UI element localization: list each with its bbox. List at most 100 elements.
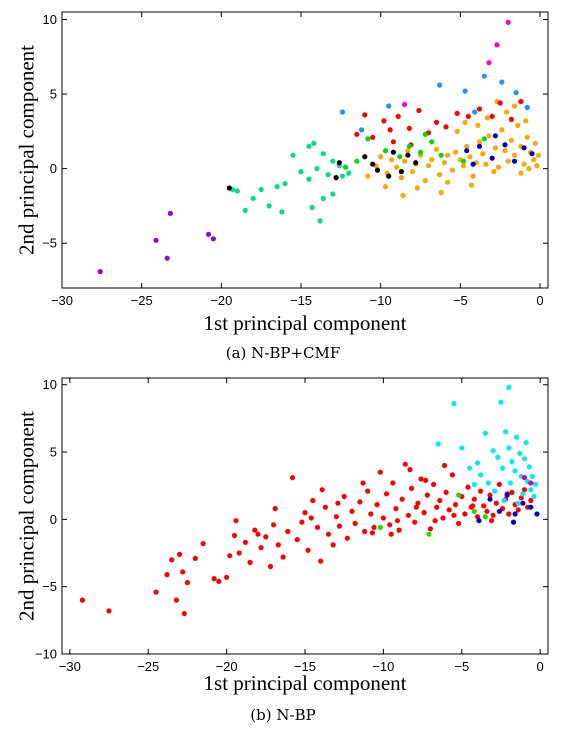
scatter-point bbox=[399, 496, 405, 502]
scatter-point bbox=[415, 500, 421, 506]
scatter-point bbox=[210, 236, 216, 242]
scatter-point bbox=[267, 563, 274, 570]
scatter-point bbox=[370, 134, 376, 140]
scatter-point bbox=[460, 158, 467, 164]
scatter-point bbox=[387, 522, 393, 528]
scatter-point bbox=[422, 131, 428, 137]
scatter-point bbox=[388, 531, 394, 537]
scatter-point bbox=[365, 136, 371, 142]
scatter-point bbox=[309, 204, 315, 210]
scatter-point bbox=[494, 42, 500, 48]
scatter-point bbox=[502, 142, 508, 148]
scatter-point bbox=[320, 151, 326, 157]
scatter-point bbox=[476, 518, 482, 524]
scatter-point bbox=[169, 557, 175, 563]
scatter-point bbox=[464, 148, 470, 154]
scatter-point bbox=[333, 514, 339, 520]
scatter-point bbox=[441, 160, 447, 166]
scatter-point bbox=[333, 175, 339, 181]
scatter-point bbox=[496, 508, 502, 514]
scatter-point bbox=[349, 508, 355, 514]
scatter-point bbox=[258, 545, 264, 551]
scatter-point bbox=[521, 145, 527, 151]
x-tick-label: −30 bbox=[59, 659, 81, 674]
scatter-point bbox=[512, 468, 518, 474]
scatter-point bbox=[211, 576, 217, 582]
scatter-point bbox=[344, 535, 350, 541]
scatter-point bbox=[459, 445, 465, 451]
scatter-point bbox=[534, 511, 540, 517]
scatter-point bbox=[456, 492, 462, 498]
scatter-point bbox=[308, 515, 314, 521]
scatter-point bbox=[282, 181, 288, 187]
scatter-point bbox=[503, 429, 509, 435]
scatter-point bbox=[490, 512, 496, 518]
scatter-point bbox=[443, 124, 449, 130]
scatter-point bbox=[274, 184, 280, 190]
scatter-point bbox=[400, 192, 406, 199]
scatter-point bbox=[335, 500, 341, 506]
scatter-point bbox=[528, 487, 534, 493]
scatter-point bbox=[467, 154, 473, 160]
scatter-point bbox=[255, 531, 261, 537]
scatter-point bbox=[465, 484, 471, 490]
scatter-point bbox=[460, 163, 467, 169]
scatter-point bbox=[502, 148, 508, 154]
scatter-point bbox=[497, 100, 503, 106]
scatter-point bbox=[498, 399, 504, 405]
scatter-point bbox=[421, 509, 427, 516]
scatter-point bbox=[386, 173, 392, 179]
scatter-point bbox=[471, 481, 477, 487]
scatter-point bbox=[493, 500, 499, 506]
scatter-point bbox=[468, 182, 475, 188]
plot-frame bbox=[61, 11, 549, 289]
scatter-point bbox=[451, 512, 457, 518]
scatter-point bbox=[486, 60, 492, 66]
scatter-point bbox=[181, 611, 187, 617]
scatter-point bbox=[532, 140, 538, 146]
scatter-point bbox=[508, 137, 514, 143]
scatter-point bbox=[505, 158, 511, 164]
scatter-point bbox=[242, 539, 248, 545]
scatter-point bbox=[474, 514, 481, 520]
scatter-point bbox=[481, 73, 487, 79]
scatter-point bbox=[489, 113, 495, 119]
scatter-point bbox=[330, 542, 336, 548]
scatter-point bbox=[454, 110, 460, 116]
scatter-point bbox=[499, 465, 506, 471]
scatter-point bbox=[377, 524, 383, 531]
x-tick-label: −10 bbox=[370, 293, 392, 308]
scatter-point bbox=[453, 149, 459, 155]
scatter-point bbox=[250, 195, 256, 202]
scatter-point bbox=[374, 167, 381, 173]
scatter-point bbox=[357, 499, 363, 505]
scatter-point bbox=[504, 109, 510, 115]
scatter-point bbox=[352, 520, 358, 527]
scatter-point bbox=[394, 518, 401, 524]
scatter-point bbox=[227, 553, 233, 559]
scatter-point bbox=[164, 572, 170, 578]
scatter-point bbox=[514, 434, 520, 440]
scatter-point bbox=[330, 158, 336, 164]
scatter-point bbox=[167, 210, 173, 216]
scatter-point bbox=[402, 158, 408, 164]
scatter-point bbox=[470, 161, 476, 167]
scatter-point bbox=[184, 580, 190, 586]
scatter-point bbox=[410, 169, 416, 175]
scatter-point bbox=[472, 109, 478, 115]
scatter-point bbox=[517, 450, 523, 456]
scatter-points bbox=[79, 384, 540, 617]
scatter-point bbox=[380, 515, 386, 521]
scatter-point bbox=[478, 488, 484, 494]
scatter-point bbox=[339, 173, 345, 179]
scatter-point bbox=[425, 163, 432, 169]
scatter-point bbox=[365, 173, 371, 179]
scatter-point bbox=[437, 172, 443, 178]
scatter-point bbox=[510, 519, 517, 525]
scatter-point bbox=[437, 82, 443, 88]
scatter-point bbox=[446, 507, 452, 513]
scatter-point bbox=[441, 462, 448, 469]
scatter-point bbox=[499, 79, 505, 85]
scatter-point bbox=[480, 151, 486, 157]
